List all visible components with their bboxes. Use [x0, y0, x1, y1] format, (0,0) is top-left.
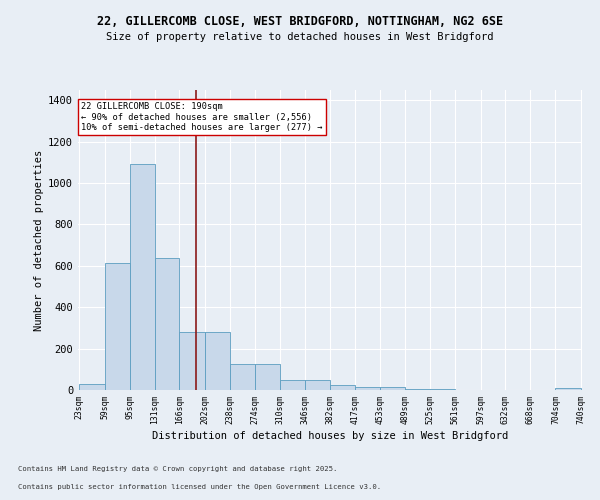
Bar	[405, 389, 430, 390]
Bar	[79, 384, 104, 390]
Bar	[355, 387, 380, 390]
Bar	[430, 389, 455, 390]
Bar	[130, 164, 155, 390]
Text: 22, GILLERCOMB CLOSE, WEST BRIDGFORD, NOTTINGHAM, NG2 6SE: 22, GILLERCOMB CLOSE, WEST BRIDGFORD, NO…	[97, 15, 503, 28]
Bar	[255, 364, 280, 390]
Bar	[104, 263, 130, 390]
Bar	[556, 388, 581, 390]
Bar	[155, 258, 179, 390]
Y-axis label: Number of detached properties: Number of detached properties	[34, 150, 44, 330]
Bar	[179, 332, 205, 390]
X-axis label: Distribution of detached houses by size in West Bridgford: Distribution of detached houses by size …	[152, 431, 508, 441]
Text: 22 GILLERCOMB CLOSE: 190sqm
← 90% of detached houses are smaller (2,556)
10% of : 22 GILLERCOMB CLOSE: 190sqm ← 90% of det…	[82, 102, 323, 132]
Bar	[205, 332, 230, 390]
Bar	[380, 387, 405, 390]
Text: Size of property relative to detached houses in West Bridgford: Size of property relative to detached ho…	[106, 32, 494, 42]
Text: Contains HM Land Registry data © Crown copyright and database right 2025.: Contains HM Land Registry data © Crown c…	[18, 466, 337, 472]
Bar	[305, 380, 331, 390]
Bar	[280, 380, 305, 390]
Text: Contains public sector information licensed under the Open Government Licence v3: Contains public sector information licen…	[18, 484, 381, 490]
Bar	[331, 385, 355, 390]
Bar	[230, 364, 255, 390]
